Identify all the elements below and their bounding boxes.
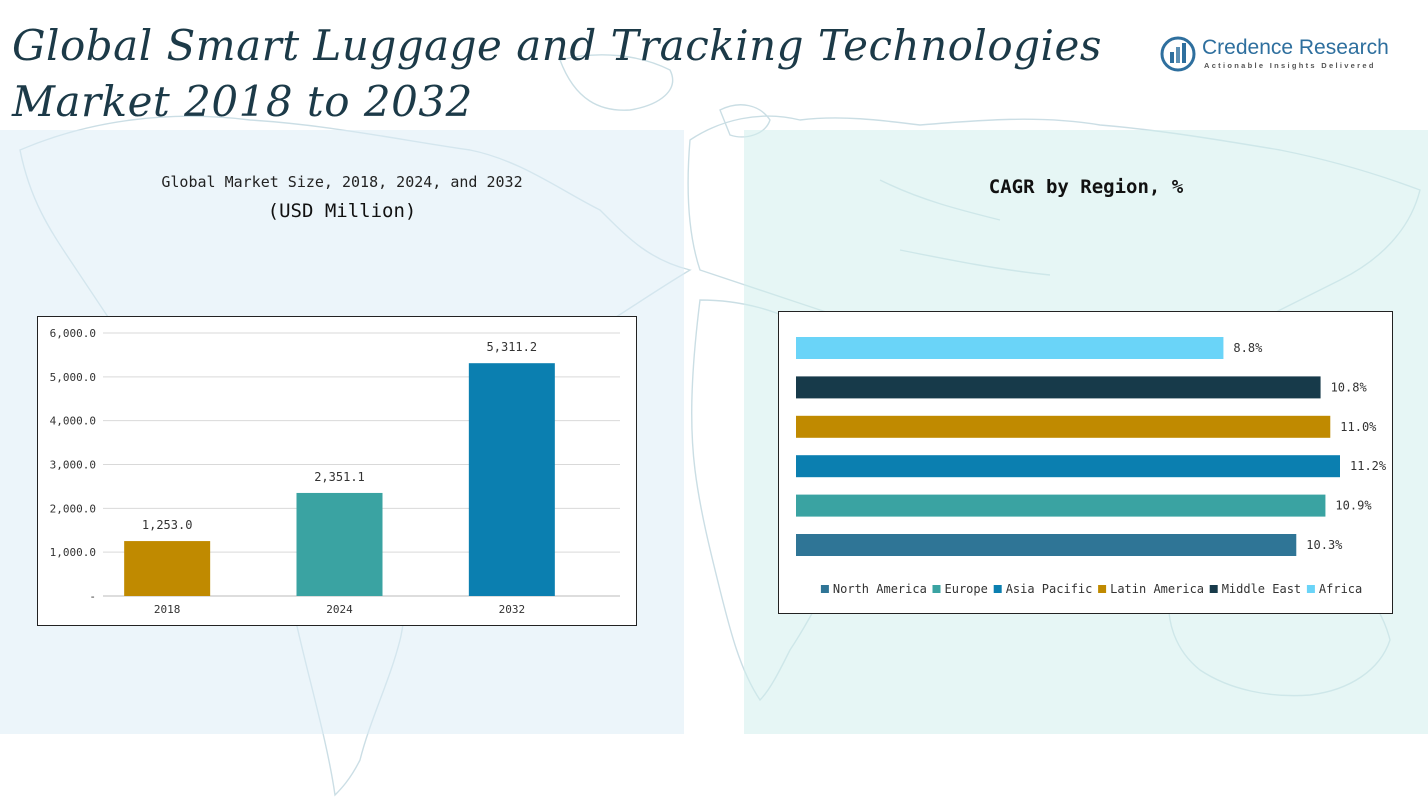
legend-entry: Middle East <box>1222 582 1301 596</box>
bar-latin-america <box>796 415 1331 438</box>
bar-africa <box>796 337 1224 359</box>
legend-swatch <box>820 585 829 593</box>
market-size-chart-title: Global Market Size, 2018, 2024, and 2032 <box>161 173 523 191</box>
market-size-chart: - 1,000.0 2,000.0 3,000.0 4,000.0 5,000.0 6,00… <box>37 316 637 626</box>
bar-2018 <box>124 541 211 596</box>
legend-entry: North America <box>833 582 927 596</box>
legend-swatch <box>1209 585 1218 593</box>
bar-chart-circle-icon <box>1160 36 1196 72</box>
bar-value-label: 10.9% <box>1335 499 1372 513</box>
page-title: Global Smart Luggage and Tracking Techno… <box>12 21 1102 126</box>
y-tick-label: 3,000.0 <box>50 459 96 472</box>
legend-swatch <box>993 585 1002 593</box>
legend-swatch <box>1306 585 1315 593</box>
market-size-chart-subtitle: (USD Million) <box>267 200 417 222</box>
bar-2032 <box>468 363 555 596</box>
bar-value-label: 8.8% <box>1233 341 1263 355</box>
y-tick-label: - <box>89 590 96 603</box>
bar-value-label: 10.8% <box>1331 380 1368 394</box>
logo-tagline: Actionable Insights Delivered <box>1204 61 1376 70</box>
cagr-chart-title: CAGR by Region, % <box>988 176 1184 198</box>
x-tick-label: 2024 <box>326 603 353 616</box>
y-tick-label: 6,000.0 <box>50 327 96 340</box>
bar-2024 <box>296 492 383 596</box>
bar-asia-pacific <box>796 455 1340 478</box>
legend-swatch <box>1098 585 1107 593</box>
bar-value-label: 2,351.1 <box>314 470 365 484</box>
y-tick-label: 4,000.0 <box>50 415 96 428</box>
market-size-chart-svg: - 1,000.0 2,000.0 3,000.0 4,000.0 5,000.0 6,00… <box>50 327 620 616</box>
bar-value-label: 10.3% <box>1306 538 1343 552</box>
x-tick-label: 2032 <box>499 603 526 616</box>
bar-value-label: 5,311.2 <box>487 340 538 354</box>
logo-name: Credence Research <box>1202 36 1389 59</box>
bar-middle-east <box>796 376 1321 399</box>
cagr-chart: 8.8% 10.8% 11.0% 11.2% 10.9% 10.3% North Ameri… <box>778 311 1393 614</box>
cagr-chart-svg: 8.8% 10.8% 11.0% 11.2% 10.9% 10.3% North Ameri… <box>796 337 1387 596</box>
bar-europe <box>796 494 1326 517</box>
credence-research-logo[interactable]: Credence Research Actionable Insights De… <box>1160 36 1400 76</box>
legend-entry: Africa <box>1319 582 1362 596</box>
legend-entry: Latin America <box>1110 582 1204 596</box>
y-tick-label: 5,000.0 <box>50 371 96 384</box>
bar-north-america <box>796 534 1297 556</box>
bar-value-label: 11.0% <box>1340 420 1377 434</box>
bar-value-label: 11.2% <box>1350 459 1387 473</box>
legend-entry: Asia Pacific <box>1006 582 1093 596</box>
y-tick-label: 1,000.0 <box>50 546 96 559</box>
x-tick-label: 2018 <box>154 603 181 616</box>
bar-value-label: 1,253.0 <box>142 518 193 532</box>
legend-entry: Europe <box>945 582 988 596</box>
legend-swatch <box>932 585 941 593</box>
y-tick-label: 2,000.0 <box>50 502 96 515</box>
